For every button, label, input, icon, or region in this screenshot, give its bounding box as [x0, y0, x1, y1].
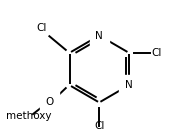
- Text: O: O: [45, 97, 54, 107]
- Text: methoxy: methoxy: [6, 111, 52, 121]
- Text: Cl: Cl: [94, 121, 104, 131]
- Text: N: N: [125, 80, 133, 90]
- Text: Cl: Cl: [152, 48, 162, 58]
- Text: Cl: Cl: [36, 23, 47, 33]
- Text: N: N: [95, 30, 103, 41]
